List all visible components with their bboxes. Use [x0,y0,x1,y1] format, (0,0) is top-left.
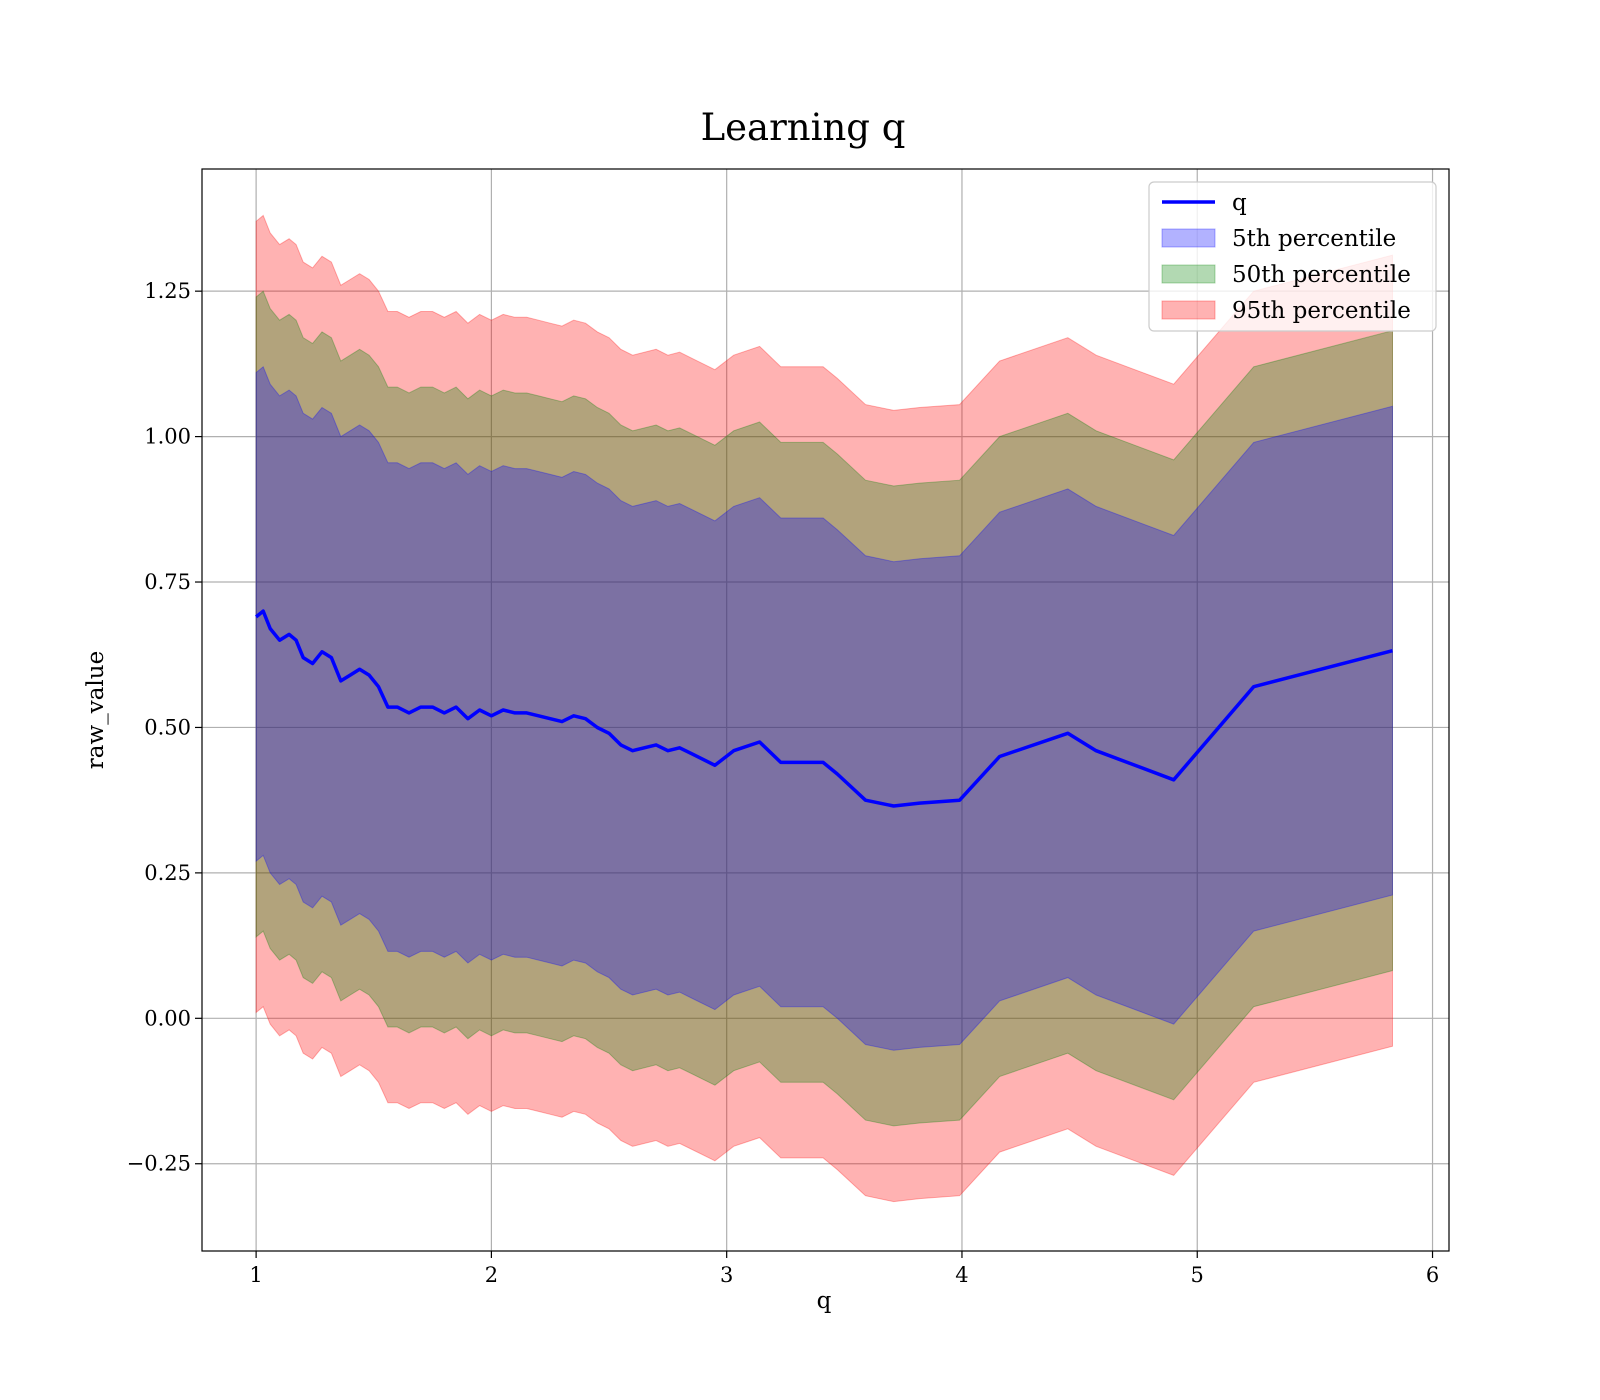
series-line-q [254,609,1393,808]
legend: q 5th percentile 50th percentile 95th perce… [1148,181,1437,332]
y-tick-label: −0.25 [127,1152,191,1176]
x-tick-label: 6 [1426,1263,1439,1287]
axis-ticks: 1 2 3 4 5 6 −0.25 0.00 0.25 0.50 0.75 1.00 1.25 [127,279,1440,1287]
series-lines [254,609,1393,808]
x-tick-label: 4 [955,1263,968,1287]
legend-swatch [1161,264,1216,284]
x-tick-label: 5 [1191,1263,1204,1287]
y-tick-label: 0.00 [144,1006,191,1030]
legend-label: 50th percentile [1232,262,1411,288]
band-95th-percentile [255,214,1393,1203]
legend-swatch [1161,228,1216,248]
legend-label: 5th percentile [1232,226,1396,252]
x-tick-label: 3 [720,1263,733,1287]
y-axis-label: raw_value [83,651,109,769]
legend-box [1148,181,1437,332]
legend-label: q [1232,190,1247,216]
y-tick-label: 1.25 [144,279,191,303]
legend-swatch [1161,300,1216,320]
grid [202,169,1449,1251]
band-50th-percentile [255,290,1393,1127]
band-5th-percentile [255,365,1393,1051]
legend-label: 95th percentile [1232,298,1411,324]
y-tick-label: 0.25 [144,861,191,885]
plot-frame [201,168,1450,1252]
percentile-bands [255,214,1393,1203]
chart-title: Learning q [701,106,906,149]
y-tick-label: 0.50 [144,715,191,739]
x-tick-label: 1 [249,1263,262,1287]
x-axis-label: q [817,1288,832,1314]
x-tick-label: 2 [485,1263,498,1287]
y-tick-label: 1.00 [144,425,191,449]
y-tick-label: 0.75 [144,570,191,594]
